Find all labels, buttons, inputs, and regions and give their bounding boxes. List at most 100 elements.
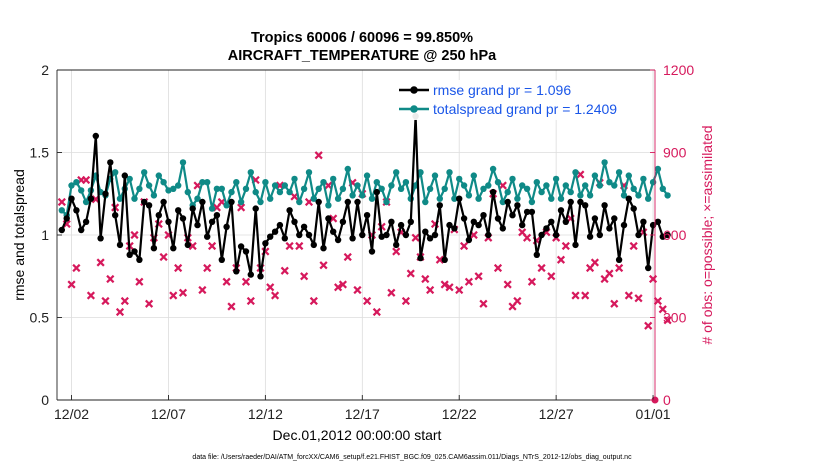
obs-point xyxy=(57,197,66,207)
x-tick-label: 12/07 xyxy=(151,406,186,422)
spread-point xyxy=(499,198,506,206)
obs-point xyxy=(479,299,488,308)
spread-point xyxy=(170,185,177,192)
spread-point xyxy=(577,192,584,199)
obs-point xyxy=(527,277,536,286)
obs-point xyxy=(285,241,294,251)
obs-point xyxy=(629,241,638,251)
legend-item-totalspread: totalspread grand pr = 1.2409 xyxy=(399,101,617,117)
obs-point xyxy=(144,299,154,308)
spread-point xyxy=(359,192,366,199)
spread-point xyxy=(402,179,410,186)
rmse-point xyxy=(131,248,138,255)
x-tick-label: 01/01 xyxy=(636,406,671,422)
spread-point xyxy=(78,187,85,194)
rmse-series xyxy=(58,113,671,280)
rmse-point xyxy=(611,215,618,222)
rmse-point xyxy=(426,235,434,242)
obs-point xyxy=(435,255,444,264)
rmse-point xyxy=(480,212,487,219)
spread-point xyxy=(286,188,293,196)
spread-point xyxy=(184,188,191,196)
rmse-point xyxy=(533,251,540,258)
spread-point xyxy=(485,182,492,189)
obs-point xyxy=(198,285,207,295)
obs-point xyxy=(207,241,217,251)
rmse-point xyxy=(620,221,628,229)
spread-point xyxy=(562,182,569,189)
legend-box xyxy=(394,80,644,120)
y-tick-label-left: 2 xyxy=(41,62,49,78)
obs-point xyxy=(474,272,483,281)
spread-point xyxy=(271,182,279,189)
rmse-point xyxy=(179,215,187,222)
rmse-point xyxy=(378,233,385,240)
rmse-point xyxy=(281,235,288,242)
rmse-point xyxy=(87,195,95,202)
obs-point xyxy=(178,288,188,297)
rmse-point xyxy=(199,198,206,206)
rmse-point xyxy=(58,226,65,234)
spread-point xyxy=(460,182,468,189)
rmse-point xyxy=(552,231,560,239)
rmse-point xyxy=(402,231,410,239)
rmse-point xyxy=(591,215,599,222)
obs-point xyxy=(522,233,532,242)
rmse-point xyxy=(165,218,172,225)
rmse-point xyxy=(514,202,521,209)
spread-point xyxy=(296,198,303,206)
spread-point xyxy=(664,192,671,199)
obs-point xyxy=(605,269,614,278)
obs-point xyxy=(455,285,464,295)
obs-point xyxy=(319,261,328,270)
spread-point xyxy=(504,188,511,196)
obs-point xyxy=(624,291,633,300)
x-tick-label: 12/12 xyxy=(248,406,283,422)
spread-point xyxy=(199,179,206,186)
spread-point xyxy=(528,198,536,206)
spread-point xyxy=(160,179,167,186)
rmse-point xyxy=(175,207,182,214)
spread-point xyxy=(393,169,400,176)
obs-point xyxy=(392,247,401,256)
spread-point xyxy=(625,172,632,179)
spread-point xyxy=(441,185,448,192)
obs-point xyxy=(581,291,590,300)
spread-point xyxy=(141,169,148,176)
spread-point xyxy=(422,198,429,206)
rmse-point xyxy=(436,202,443,209)
spread-point xyxy=(291,175,298,183)
spread-point xyxy=(611,182,618,189)
rmse-point xyxy=(300,223,308,230)
rmse-point xyxy=(397,221,405,229)
legend-item-rmse: rmse grand pr = 1.096 xyxy=(399,82,571,98)
rmse-point xyxy=(339,218,347,225)
rmse-point xyxy=(141,198,148,206)
obs-point xyxy=(266,283,275,292)
rmse-point xyxy=(349,235,356,242)
obs-point xyxy=(338,280,347,289)
spread-point xyxy=(606,179,613,186)
rmse-point xyxy=(296,231,303,239)
obs-point xyxy=(653,296,662,306)
spread-point xyxy=(378,185,385,192)
spread-point xyxy=(543,182,550,189)
y-tick-label-right: 1200 xyxy=(663,62,694,78)
spread-point xyxy=(242,185,250,192)
obs-point xyxy=(440,280,449,289)
obs-point xyxy=(590,258,599,267)
spread-point xyxy=(179,159,187,166)
rmse-point xyxy=(582,202,589,209)
rmse-point xyxy=(504,198,511,206)
obs-point xyxy=(459,241,469,251)
rmse-point xyxy=(305,231,313,239)
spread-point xyxy=(310,195,317,202)
legend: rmse grand pr = 1.096 totalspread grand … xyxy=(394,80,644,120)
y-axis-label-left: rmse and totalspread xyxy=(11,169,27,301)
rmse-point xyxy=(73,207,80,214)
x-axis-label: Dec.01,2012 00:00:00 start xyxy=(273,427,442,443)
obs-point xyxy=(333,283,343,292)
rmse-point xyxy=(606,225,613,232)
obs-point xyxy=(421,274,430,284)
obs-point xyxy=(159,252,168,262)
